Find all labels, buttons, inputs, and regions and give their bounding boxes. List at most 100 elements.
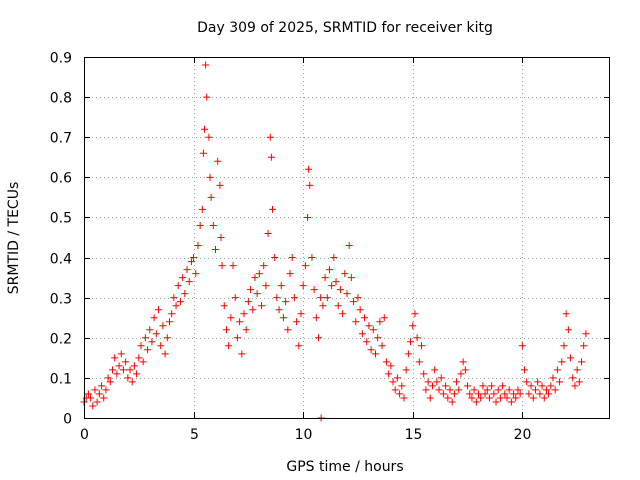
- data-point: [253, 290, 261, 298]
- data-point: [216, 181, 224, 189]
- data-point: [242, 326, 250, 334]
- data-point: [536, 390, 544, 398]
- data-point: [323, 294, 331, 302]
- data-point: [352, 318, 360, 326]
- data-point: [334, 302, 342, 310]
- data-point: [288, 254, 296, 262]
- data-point: [551, 386, 559, 394]
- data-point: [152, 330, 160, 338]
- data-point: [354, 294, 362, 302]
- data-point: [201, 125, 209, 133]
- data-point: [470, 386, 478, 394]
- data-point: [503, 394, 511, 402]
- data-point: [206, 173, 214, 181]
- data-point: [385, 370, 393, 378]
- data-point: [172, 302, 180, 310]
- data-point: [578, 358, 586, 366]
- data-point: [192, 270, 200, 278]
- data-point: [264, 229, 272, 237]
- data-point: [148, 338, 156, 346]
- data-point: [439, 390, 447, 398]
- data-point: [501, 390, 509, 398]
- data-point: [179, 274, 187, 282]
- data-point: [531, 386, 539, 394]
- data-point: [485, 394, 493, 402]
- data-point: [301, 262, 309, 270]
- data-point: [407, 338, 415, 346]
- data-point: [363, 338, 371, 346]
- y-tick-label: 0.1: [50, 372, 72, 388]
- data-point: [527, 382, 535, 390]
- data-point: [227, 314, 235, 322]
- data-point: [529, 394, 537, 402]
- data-point: [251, 274, 259, 282]
- data-point: [446, 386, 454, 394]
- data-point: [247, 286, 255, 294]
- data-point: [255, 270, 263, 278]
- data-point: [93, 398, 101, 406]
- data-point: [217, 234, 225, 241]
- data-point: [413, 334, 421, 342]
- data-point: [161, 350, 169, 358]
- data-point: [304, 213, 312, 221]
- data-point: [194, 242, 202, 250]
- data-point: [137, 342, 145, 350]
- data-point: [225, 342, 233, 350]
- data-point: [542, 386, 550, 394]
- data-point: [308, 254, 316, 262]
- data-point: [231, 294, 239, 302]
- data-point: [108, 366, 116, 374]
- data-point: [374, 334, 382, 342]
- data-point: [183, 266, 191, 274]
- data-point: [181, 290, 189, 298]
- y-tick-label: 0: [63, 412, 72, 428]
- y-axis-label: SRMTID / TECUs: [6, 182, 22, 295]
- y-tick-label: 0.4: [50, 252, 72, 268]
- data-point: [150, 314, 158, 322]
- data-point: [141, 334, 149, 342]
- data-point: [490, 390, 498, 398]
- chart-title: Day 309 of 2025, SRMTID for receiver kit…: [197, 20, 493, 36]
- data-point: [240, 310, 248, 318]
- y-tick-label: 0.8: [50, 91, 72, 107]
- data-point: [339, 310, 347, 318]
- data-point: [569, 374, 577, 382]
- data-point: [361, 314, 369, 322]
- data-point: [556, 378, 564, 386]
- data-point: [369, 326, 377, 334]
- data-point: [238, 350, 246, 358]
- data-point: [187, 258, 195, 266]
- data-point: [155, 306, 163, 314]
- data-point: [477, 394, 485, 402]
- data-point: [95, 390, 103, 398]
- data-point: [488, 382, 496, 390]
- data-point: [409, 322, 417, 330]
- data-point: [492, 398, 500, 406]
- data-point: [378, 342, 386, 350]
- data-point: [356, 306, 364, 314]
- data-point: [115, 362, 123, 370]
- data-point: [295, 342, 303, 350]
- data-point: [582, 330, 590, 338]
- data-point: [266, 133, 274, 141]
- data-point: [249, 306, 257, 314]
- data-point: [389, 378, 397, 386]
- data-point: [89, 402, 97, 410]
- data-point: [466, 390, 474, 398]
- data-point: [396, 390, 404, 398]
- data-point: [437, 374, 445, 382]
- data-point: [267, 153, 275, 161]
- data-point: [100, 394, 108, 402]
- data-point: [457, 370, 465, 378]
- data-point: [560, 342, 568, 350]
- data-point: [433, 378, 441, 386]
- grid-lines: [84, 57, 610, 418]
- data-point: [464, 382, 472, 390]
- x-tick-label: 10: [295, 427, 313, 443]
- data-point: [273, 294, 281, 302]
- data-point: [575, 378, 583, 386]
- data-point: [293, 318, 301, 326]
- data-point: [104, 374, 112, 382]
- data-point: [505, 386, 513, 394]
